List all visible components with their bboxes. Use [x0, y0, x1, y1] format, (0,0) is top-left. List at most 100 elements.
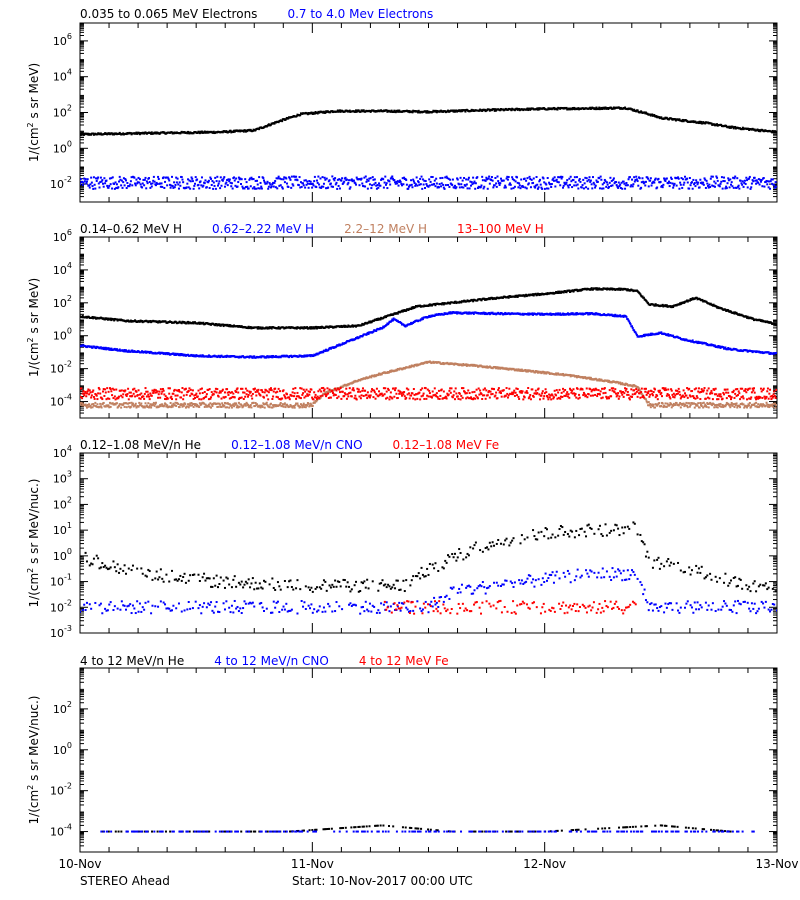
data-point [265, 326, 268, 329]
data-point [188, 132, 191, 135]
data-point [246, 185, 249, 188]
data-point [621, 187, 624, 190]
data-point [254, 179, 257, 182]
data-point [755, 179, 758, 182]
data-point [273, 181, 276, 184]
data-point [481, 179, 484, 182]
data-point [741, 126, 744, 129]
data-point [247, 325, 250, 328]
data-point [237, 401, 240, 404]
data-point [769, 187, 772, 190]
data-point [410, 183, 413, 186]
data-point [488, 311, 491, 314]
data-point [313, 175, 316, 178]
data-point [576, 183, 579, 186]
data-point [625, 288, 628, 291]
data-point [516, 295, 519, 298]
data-point [297, 184, 300, 187]
data-point [138, 133, 141, 136]
data-point [255, 187, 258, 190]
data-point [413, 320, 416, 323]
data-point [460, 186, 463, 189]
data-point [632, 183, 635, 186]
data-point [164, 403, 167, 406]
data-point [717, 344, 720, 347]
data-point [550, 183, 553, 186]
data-point [148, 181, 151, 184]
data-point [240, 404, 243, 407]
data-point [246, 404, 249, 407]
data-point [212, 187, 215, 190]
data-point [276, 177, 279, 180]
data-point [401, 310, 404, 313]
data-point [633, 180, 636, 183]
data-point [257, 326, 260, 329]
data-point [547, 187, 550, 190]
data-point [723, 180, 726, 183]
data-point [449, 311, 452, 314]
data-point [380, 373, 383, 376]
data-point [773, 186, 776, 189]
data-point [456, 177, 459, 180]
data-point [250, 406, 253, 409]
data-point [174, 352, 177, 355]
data-point [143, 406, 146, 409]
data-point [553, 176, 556, 179]
data-point [391, 177, 394, 180]
data-point [308, 180, 311, 183]
data-point [131, 403, 134, 406]
data-point [322, 185, 325, 188]
data-point [642, 335, 645, 338]
data-point [715, 124, 718, 127]
data-point [510, 109, 513, 112]
data-point [482, 187, 485, 190]
data-point [89, 404, 92, 407]
data-point [400, 322, 403, 325]
data-point [159, 404, 162, 407]
data-point [743, 179, 746, 182]
data-point [451, 109, 454, 112]
data-point [94, 187, 97, 190]
data-point [539, 183, 542, 186]
data-point [459, 176, 462, 179]
data-point [528, 107, 531, 110]
data-point [696, 183, 699, 186]
data-point [720, 123, 723, 126]
data-point [619, 288, 622, 291]
data-point [682, 120, 685, 123]
data-point [442, 183, 445, 186]
y-tick-label: 104 [53, 68, 72, 84]
data-point [472, 176, 475, 179]
data-point [709, 186, 712, 189]
data-point [350, 382, 353, 385]
data-point [490, 296, 493, 299]
data-point [662, 183, 665, 186]
data-point [203, 402, 206, 405]
data-point [696, 342, 699, 345]
data-point [437, 186, 440, 189]
data-point [269, 123, 272, 126]
data-point [713, 185, 716, 188]
data-point [511, 176, 514, 179]
data-point [200, 131, 203, 134]
data-point [598, 177, 601, 180]
data-point [668, 185, 671, 188]
data-point [775, 351, 777, 354]
data-point [651, 113, 654, 116]
data-point [283, 176, 286, 179]
data-point [472, 182, 475, 185]
data-point [125, 406, 128, 409]
data-point [397, 184, 400, 187]
data-point [283, 402, 286, 405]
data-point [126, 181, 129, 184]
data-point [744, 182, 747, 185]
data-point [355, 337, 358, 340]
data-point [657, 332, 660, 335]
data-point [431, 176, 434, 179]
data-point [149, 403, 152, 406]
data-point [318, 186, 321, 189]
data-point [310, 403, 313, 406]
data-point [495, 185, 498, 188]
data-point [731, 185, 734, 188]
